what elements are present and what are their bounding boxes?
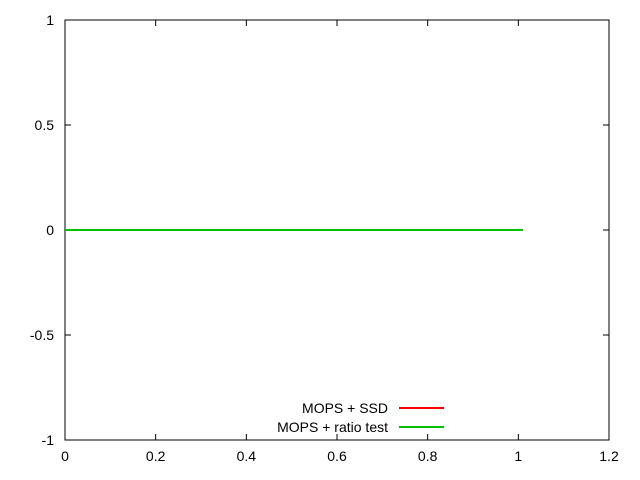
y-tick-label: -0.5 — [30, 327, 54, 343]
legend-entry-label: MOPS + ratio test — [277, 419, 388, 435]
x-tick-label: 0.6 — [327, 448, 347, 464]
y-tick-label: -1 — [42, 432, 55, 448]
x-tick-label: 0 — [61, 448, 69, 464]
y-tick-label: 0 — [46, 222, 54, 238]
x-tick-label: 0.8 — [418, 448, 438, 464]
legend-entry-label: MOPS + SSD — [302, 400, 388, 416]
x-axis-ticks: 0 0.2 0.4 0.6 0.8 1 1.2 — [61, 20, 619, 464]
legend: MOPS + SSD MOPS + ratio test — [277, 400, 444, 435]
y-tick-label: 0.5 — [35, 117, 55, 133]
x-tick-label: 0.4 — [237, 448, 257, 464]
x-tick-label: 1.2 — [599, 448, 619, 464]
y-tick-label: 1 — [46, 12, 54, 28]
x-tick-label: 0.2 — [146, 448, 166, 464]
x-tick-label: 1 — [514, 448, 522, 464]
